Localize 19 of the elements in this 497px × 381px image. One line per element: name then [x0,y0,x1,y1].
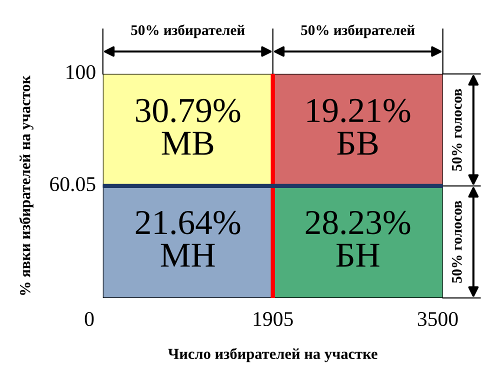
text: 3500 [418,312,458,326]
text: 100 [66,65,96,80]
category-label: БН [336,244,380,267]
text: 60.05 [50,177,96,192]
text: 50% избирателей [301,24,415,38]
data-label: 19.21% [307,98,410,122]
data-label: 30.79% [136,98,240,122]
category-label: БВ [337,132,378,155]
text: % явки избирателей на участок [19,75,34,295]
text: 1905 [254,312,293,326]
text: 0 [84,312,94,326]
data-label: 21.64% [136,210,240,234]
text: 50% голосов [452,200,462,283]
text: 50% голосов [452,88,462,171]
category-label: МН [160,244,215,267]
data-label: 28.23% [306,210,410,234]
text: Число избирателей на участке [168,348,378,362]
text: 50% избирателей [131,24,245,38]
category-label: МВ [162,132,214,155]
